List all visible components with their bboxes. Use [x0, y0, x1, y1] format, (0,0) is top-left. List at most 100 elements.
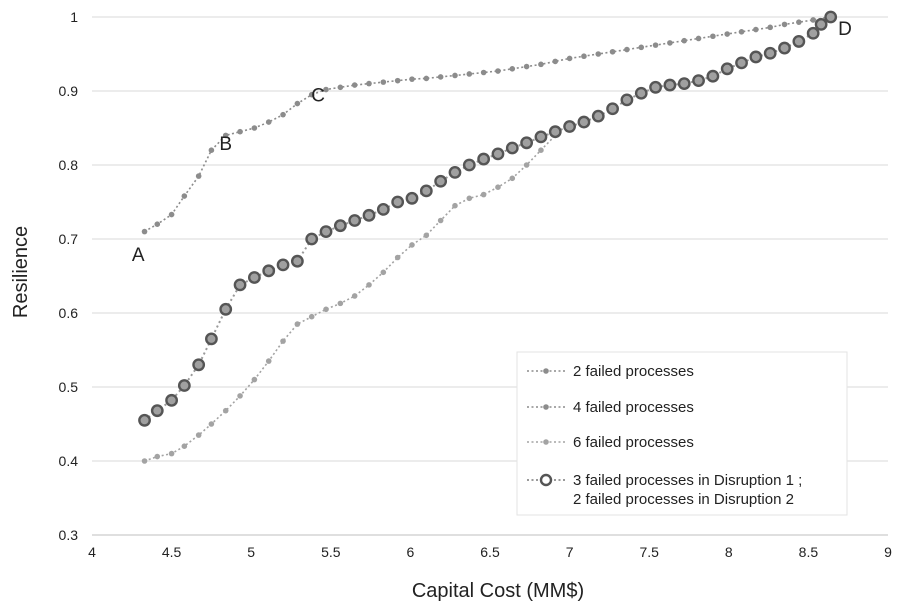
data-point — [154, 453, 161, 460]
data-point — [195, 173, 202, 179]
data-point — [609, 48, 616, 55]
data-point — [824, 10, 838, 24]
legend-label: 6 failed processes — [573, 434, 694, 451]
legend-label: 2 failed processes in Disruption 2 — [573, 491, 794, 508]
series-line — [144, 134, 556, 462]
data-point — [466, 71, 473, 77]
data-point — [792, 35, 806, 48]
x-tick-label: 8 — [725, 544, 733, 560]
data-point — [677, 77, 691, 91]
y-tick-label: 0.9 — [59, 83, 79, 99]
data-point — [806, 26, 820, 40]
legend-marker — [543, 439, 549, 445]
x-tick-label: 5 — [247, 544, 255, 560]
x-tick-label: 4.5 — [162, 544, 182, 560]
data-point — [520, 136, 534, 150]
data-point — [154, 221, 161, 227]
data-point — [749, 50, 763, 64]
data-point — [141, 228, 148, 235]
legend-label: 4 failed processes — [573, 399, 694, 416]
data-point — [409, 242, 415, 248]
data-point — [606, 102, 619, 116]
data-point — [538, 147, 544, 153]
legend: 2 failed processes 4 failed processes 6 fa… — [516, 351, 848, 516]
data-point — [462, 158, 476, 172]
data-point — [380, 79, 387, 85]
data-point — [423, 75, 430, 82]
x-tick-label: 8.5 — [799, 544, 819, 560]
data-point — [192, 358, 206, 372]
data-point — [219, 302, 233, 316]
data-point — [692, 74, 705, 88]
data-point — [563, 120, 576, 133]
data-point — [753, 26, 759, 33]
data-point — [466, 195, 473, 202]
legend-label: 3 failed processes in Disruption 1 ; — [573, 472, 802, 489]
data-point — [366, 80, 372, 87]
y-tick-label: 0.4 — [59, 453, 79, 469]
data-point — [638, 44, 645, 51]
data-point — [480, 69, 487, 76]
data-point — [247, 271, 261, 284]
data-point — [509, 175, 516, 182]
x-tick-label: 7 — [566, 544, 574, 560]
data-point — [265, 119, 272, 125]
data-point — [538, 61, 544, 68]
y-tick-label: 1 — [70, 9, 78, 25]
annotation-d: D — [838, 19, 852, 40]
data-point — [323, 86, 329, 93]
annotation-a: A — [132, 245, 145, 266]
series-4 — [138, 10, 838, 427]
data-point — [262, 264, 276, 278]
data-point — [138, 413, 151, 427]
legend-marker — [539, 473, 553, 487]
data-point — [168, 450, 175, 457]
data-point — [491, 147, 505, 161]
data-point — [323, 306, 329, 313]
series-line — [144, 16, 830, 233]
data-point — [181, 443, 188, 450]
point-annotations: A B C D — [132, 19, 852, 266]
y-tick-label: 0.3 — [59, 527, 79, 543]
data-point — [276, 258, 290, 272]
data-point — [509, 66, 516, 72]
data-point — [778, 41, 791, 55]
data-point — [495, 184, 501, 190]
data-point — [720, 62, 734, 76]
data-point — [577, 115, 591, 129]
data-point — [265, 358, 272, 364]
data-point — [181, 193, 188, 199]
data-point — [763, 46, 777, 60]
data-point — [634, 86, 648, 100]
annotation-b: B — [219, 134, 232, 155]
x-tick-label: 6 — [407, 544, 415, 560]
data-point — [724, 31, 731, 37]
data-point — [237, 128, 243, 135]
data-point — [165, 393, 179, 407]
data-point — [290, 254, 304, 268]
x-tick-label: 5.5 — [321, 544, 341, 560]
data-point — [391, 195, 405, 209]
series-marks — [138, 10, 838, 464]
data-point — [280, 338, 286, 344]
data-point — [548, 125, 562, 139]
data-point — [208, 421, 215, 427]
data-point — [735, 56, 748, 70]
data-point — [168, 211, 175, 218]
y-tick-label: 0.6 — [59, 305, 79, 321]
data-point — [710, 33, 716, 40]
data-point — [233, 278, 247, 292]
data-point — [495, 68, 501, 74]
x-tick-label: 6.5 — [480, 544, 500, 560]
data-point — [652, 42, 659, 48]
series-1 — [141, 14, 832, 235]
y-tick-label: 0.7 — [59, 231, 79, 247]
data-point — [814, 18, 828, 31]
data-point — [294, 100, 301, 107]
legend-marker — [543, 404, 549, 410]
x-tick-label: 4 — [88, 544, 96, 560]
x-tick-label: 7.5 — [639, 544, 659, 560]
data-point — [437, 217, 444, 224]
data-point — [366, 282, 372, 288]
data-point — [308, 313, 315, 320]
